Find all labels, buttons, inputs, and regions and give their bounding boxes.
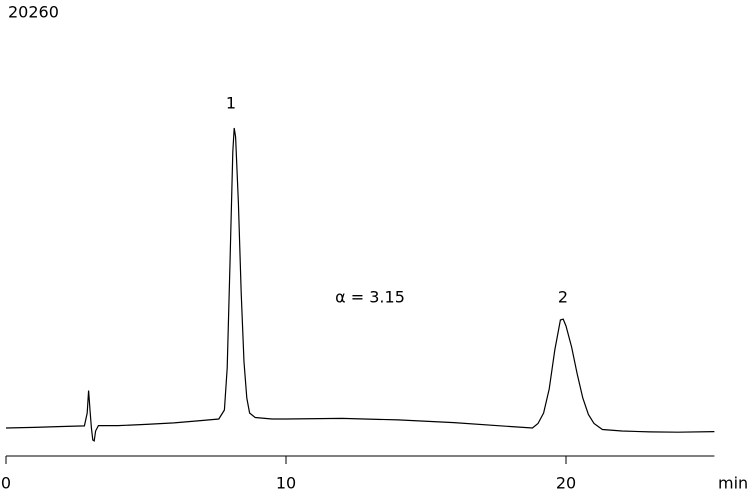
trace [5,127,715,442]
annotation: 1 [226,94,236,113]
x-axis-label: min [718,474,748,493]
chart-title: 20260 [8,3,59,22]
annotation: α = 3.15 [335,288,405,307]
x-tick-label: 0 [1,474,11,493]
x-tick-label: 10 [276,474,296,493]
x-tick-label: 20 [556,474,576,493]
annotation: 2 [558,288,568,307]
